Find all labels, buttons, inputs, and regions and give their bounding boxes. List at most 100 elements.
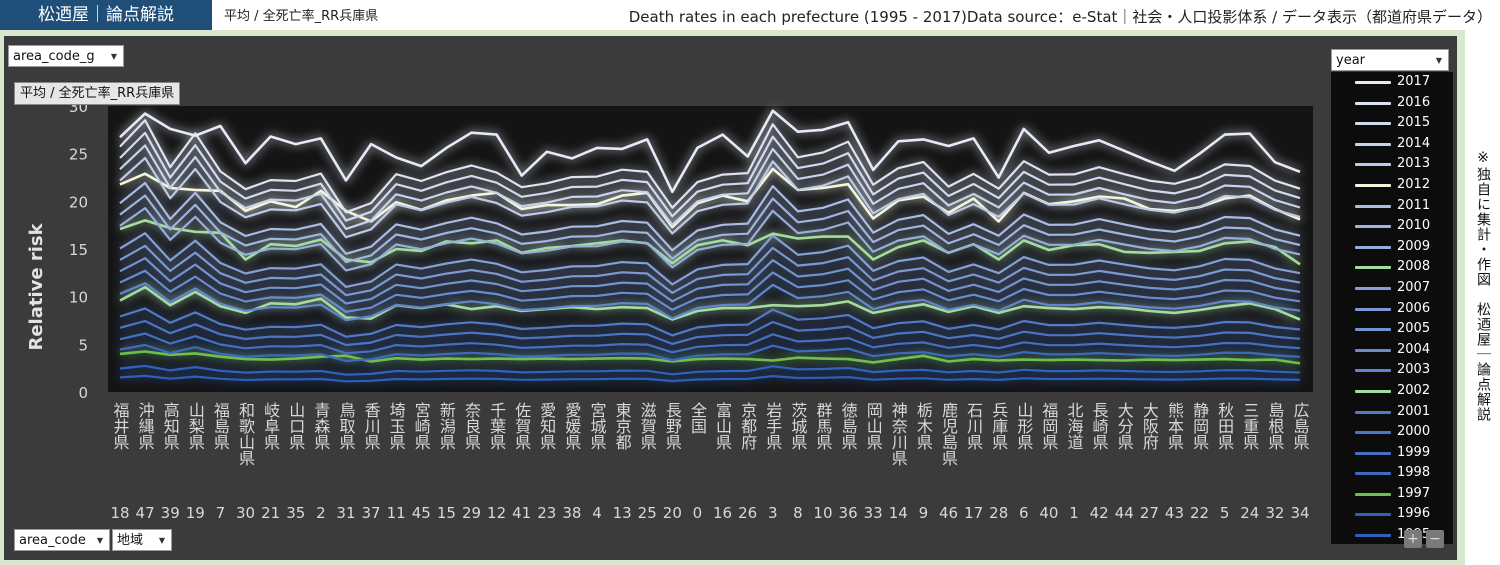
legend-item-2005[interactable]: 2005	[1331, 319, 1453, 340]
legend-item-2010[interactable]: 2010	[1331, 216, 1453, 237]
x-category-label: 和歌山県	[236, 402, 255, 466]
series-line-2001	[119, 307, 1301, 338]
legend-label: 2007	[1397, 279, 1431, 295]
x-category-label: 宮城県	[588, 402, 607, 450]
legend-item-2007[interactable]: 2007	[1331, 278, 1453, 299]
legend-swatch	[1355, 286, 1391, 290]
y-tick-label: 0	[78, 384, 88, 402]
x-category-label: 岩手県	[763, 402, 782, 450]
color-field-dropdown[interactable]: area_code_g ▼	[8, 45, 124, 67]
legend-label: 1998	[1397, 465, 1431, 481]
legend-label: 2012	[1397, 176, 1431, 192]
legend-item-1998[interactable]: 1998	[1331, 463, 1453, 484]
area-code-label: 21	[261, 504, 280, 522]
series-line-2011	[119, 181, 1301, 255]
series-line-2003	[119, 282, 1301, 322]
area-code-label: 29	[462, 504, 481, 522]
side-note: ※独自に集計・作図 松迺屋｜論点解説	[1475, 150, 1491, 422]
zoom-in-button[interactable]: +	[1404, 530, 1422, 548]
series-line-1997	[119, 350, 1301, 365]
legend-swatch	[1355, 369, 1391, 373]
legend-label: 1997	[1397, 485, 1431, 501]
legend-item-1996[interactable]: 1996	[1331, 504, 1453, 525]
legend-swatch	[1355, 389, 1391, 393]
series-line-2017	[119, 109, 1301, 194]
series-line-2016	[119, 119, 1301, 214]
zoom-out-button[interactable]: −	[1426, 530, 1444, 548]
legend-label: 2015	[1397, 115, 1431, 131]
legend-swatch	[1355, 163, 1391, 167]
area-code-label: 18	[110, 504, 129, 522]
area-code-label: 27	[1140, 504, 1159, 522]
area-code-label: 4	[592, 504, 602, 522]
chevron-down-icon: ▼	[96, 536, 103, 545]
series-field-dropdown[interactable]: year ▼	[1331, 49, 1449, 71]
legend-item-2009[interactable]: 2009	[1331, 237, 1453, 258]
axis-field-dropdown[interactable]: area_code ▼	[14, 529, 110, 551]
area-code-label: 6	[1019, 504, 1029, 522]
legend-item-2002[interactable]: 2002	[1331, 381, 1453, 402]
x-category-label: 三重県	[1240, 402, 1259, 450]
legend-item-2004[interactable]: 2004	[1331, 340, 1453, 361]
area-code-label: 1	[1069, 504, 1079, 522]
legend-item-2012[interactable]: 2012	[1331, 175, 1453, 196]
legend-label: 2009	[1397, 238, 1431, 254]
y-tick-label: 20	[69, 193, 88, 211]
series-line-2015	[119, 131, 1301, 222]
series-line-2000	[119, 319, 1301, 347]
legend-swatch	[1355, 328, 1391, 332]
legend-swatch	[1355, 513, 1391, 517]
legend-item-2017[interactable]: 2017	[1331, 72, 1453, 93]
series-line-2008	[119, 219, 1301, 266]
area-code-label: 20	[663, 504, 682, 522]
x-category-label: 長野県	[663, 402, 682, 450]
legend-swatch	[1355, 348, 1391, 352]
legend-item-2000[interactable]: 2000	[1331, 422, 1453, 443]
legend-label: 2008	[1397, 259, 1431, 275]
legend-item-1999[interactable]: 1999	[1331, 443, 1453, 464]
x-category-label: 山梨県	[186, 402, 205, 450]
x-category-label: 福島県	[211, 402, 230, 450]
series-line-1998	[119, 343, 1301, 362]
area-code-label: 5	[1220, 504, 1230, 522]
region-field-dropdown[interactable]: 地域 ▼	[112, 529, 172, 551]
legend-swatch	[1355, 266, 1391, 270]
x-category-label: 香川県	[362, 402, 381, 450]
chevron-down-icon: ▼	[158, 536, 165, 545]
legend-item-2008[interactable]: 2008	[1331, 257, 1453, 278]
legend-label: 2002	[1397, 382, 1431, 398]
x-category-label: 静岡県	[1190, 402, 1209, 450]
area-code-label: 46	[939, 504, 958, 522]
breadcrumb: 平均 / 全死亡率_RR兵庫県	[224, 9, 379, 24]
legend-label: 2006	[1397, 300, 1431, 316]
area-code-label: 31	[336, 504, 355, 522]
legend-item-2001[interactable]: 2001	[1331, 402, 1453, 423]
legend-item-2013[interactable]: 2013	[1331, 154, 1453, 175]
area-code-label: 45	[412, 504, 431, 522]
legend-item-2014[interactable]: 2014	[1331, 134, 1453, 155]
legend-item-2016[interactable]: 2016	[1331, 93, 1453, 114]
series-line-2010	[119, 194, 1301, 264]
area-code-label: 11	[387, 504, 406, 522]
legend-item-2006[interactable]: 2006	[1331, 299, 1453, 320]
x-category-label: 大分県	[1115, 402, 1134, 450]
x-category-label: 熊本県	[1165, 402, 1184, 450]
area-code-label: 19	[186, 504, 205, 522]
x-category-label: 長崎県	[1090, 402, 1109, 450]
legend-item-2015[interactable]: 2015	[1331, 113, 1453, 134]
area-code-label: 12	[487, 504, 506, 522]
series-field-value: year	[1336, 53, 1366, 68]
legend-item-1997[interactable]: 1997	[1331, 484, 1453, 505]
area-code-label: 30	[236, 504, 255, 522]
x-category-label: 沖縄県	[136, 402, 155, 450]
x-category-label: 栃木県	[914, 402, 933, 450]
legend-item-2011[interactable]: 2011	[1331, 196, 1453, 217]
legend-item-2003[interactable]: 2003	[1331, 360, 1453, 381]
area-code-label: 32	[1265, 504, 1284, 522]
series-line-2009	[119, 207, 1301, 272]
x-category-label: 大阪府	[1140, 402, 1159, 451]
x-category-label: 石川県	[964, 402, 983, 450]
y-tick-label: 10	[69, 289, 88, 307]
x-category-label: 茨城県	[788, 402, 807, 450]
page-title: Death rates in each prefecture (1995 - 2…	[628, 8, 1492, 26]
